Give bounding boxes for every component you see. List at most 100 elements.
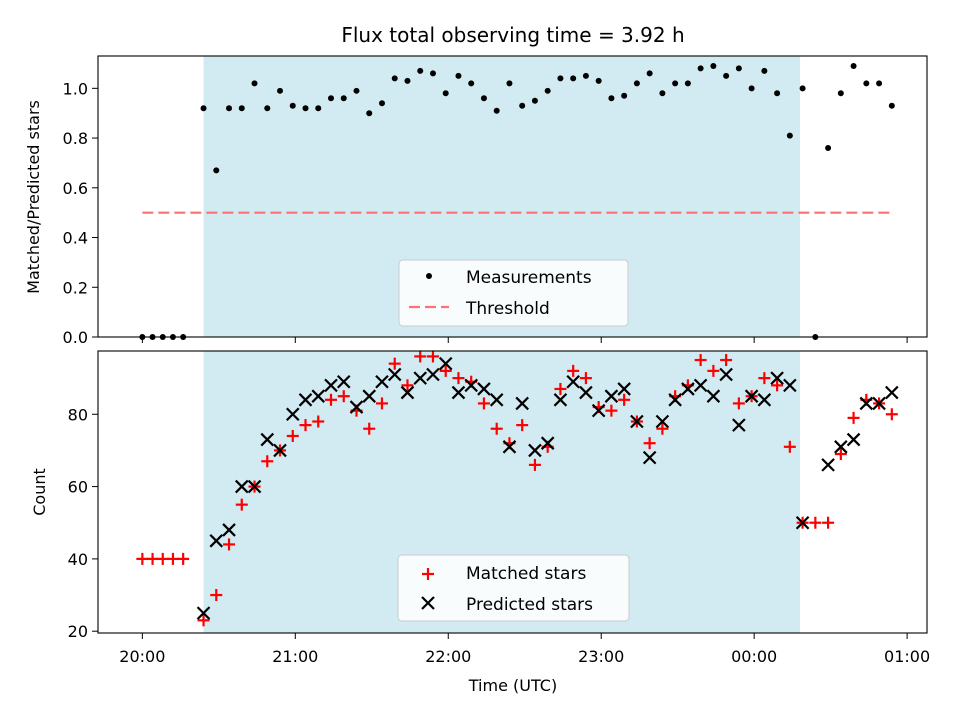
measurement-point: [327, 95, 334, 102]
predicted-star-point: [642, 450, 657, 465]
matched-star-point: [732, 397, 745, 410]
measurement-point: [850, 62, 857, 69]
predicted-star-point: [260, 432, 275, 447]
predicted-star-point: [795, 515, 810, 530]
matched-star-point: [426, 350, 439, 363]
x-tick-label: 21:00: [272, 647, 318, 666]
matched-star-point: [847, 411, 860, 424]
predicted-star-point: [375, 374, 389, 389]
legend-threshold-label: Threshold: [465, 299, 550, 319]
matched-star-point: [375, 397, 388, 410]
predicted-star-point: [706, 389, 721, 403]
predicted-star-point: [400, 385, 415, 400]
legend-matched-label: Matched stars: [466, 564, 586, 584]
legend-matched-marker: [422, 568, 434, 580]
top-y-tick-label: 1.0: [63, 79, 88, 98]
matched-star-point: [156, 552, 169, 565]
predicted-star-point: [885, 385, 899, 400]
bottom-y-tick-label: 60: [68, 478, 88, 497]
measurement-point: [404, 77, 411, 84]
top-legend: Measurements Threshold: [398, 259, 629, 327]
measurement-point: [710, 62, 717, 69]
matched-star-point: [605, 404, 618, 417]
measurement-point: [646, 70, 653, 77]
matched-star-point: [439, 364, 452, 377]
x-tick-label: 01:00: [884, 647, 930, 666]
predicted-star-point: [732, 418, 746, 432]
matched-star-point: [618, 393, 631, 406]
predicted-star-point: [489, 393, 504, 407]
bottom-y-tick-label: 40: [68, 550, 88, 569]
predicted-star-point: [821, 458, 835, 472]
predicted-star-point: [630, 414, 644, 429]
measurement-point: [595, 77, 602, 84]
matched-star-point: [554, 382, 567, 395]
predicted-star-point: [540, 436, 555, 450]
predicted-star-point: [846, 432, 861, 447]
matched-star-point: [414, 350, 427, 363]
matched-star-point: [177, 552, 190, 565]
measurement-point: [633, 80, 640, 87]
predicted-star-point: [324, 378, 338, 393]
predicted-star-point: [464, 378, 478, 393]
measurement-point: [366, 110, 373, 117]
predicted-star-point: [834, 440, 848, 454]
matched-star-point: [210, 589, 223, 602]
measurement-point: [684, 80, 691, 87]
predicted-star-point: [859, 396, 874, 411]
matched-star-point: [579, 372, 592, 385]
measurement-point: [378, 100, 385, 107]
matched-star-point: [337, 390, 350, 403]
top-x-ticks: [141, 337, 908, 343]
measurement-point: [238, 105, 245, 112]
predicted-star-point: [438, 356, 453, 371]
top-y-tick-label: 0.8: [63, 129, 88, 148]
measurement-point: [825, 145, 832, 152]
predicted-star-point: [298, 393, 313, 407]
predicted-star-point: [783, 378, 797, 393]
top-y-tick-label: 0.4: [63, 229, 88, 248]
matched-star-point: [490, 422, 503, 435]
predicted-star-point: [349, 400, 364, 414]
measurement-point: [786, 132, 793, 139]
measurement-point: [672, 80, 679, 87]
measurement-point: [417, 67, 424, 74]
legend-predicted-label: Predicted stars: [466, 595, 593, 615]
measurement-point: [608, 95, 615, 102]
measurement-point: [531, 97, 538, 104]
matched-star-point: [643, 437, 656, 450]
matched-star-point: [401, 379, 414, 392]
legend-measurements-label: Measurements: [466, 268, 592, 288]
bottom-y-tick-label: 80: [68, 405, 88, 424]
matched-star-point: [166, 552, 179, 565]
predicted-star-point: [311, 389, 326, 403]
matched-star-point: [324, 393, 337, 406]
matched-star-point: [885, 408, 898, 421]
measurement-point: [774, 90, 781, 97]
measurement-point: [735, 65, 742, 72]
matched-star-point: [822, 516, 835, 529]
predicted-star-point: [744, 389, 759, 403]
predicted-star-point: [502, 440, 517, 454]
measurement-point: [748, 85, 755, 92]
top-y-tick-label: 0.0: [63, 328, 88, 347]
bottom-legend: Matched stars Predicted stars: [397, 554, 630, 622]
predicted-star-point: [222, 523, 236, 537]
matched-star-point: [783, 440, 796, 453]
predicted-star-point: [617, 382, 631, 396]
bottom-x-ticks: 20:00 21:00 22:00 23:00 00:00 01:00: [119, 633, 930, 666]
measurement-point: [582, 72, 589, 79]
matched-star-point: [299, 419, 312, 432]
predicted-star-point: [693, 378, 708, 393]
measurement-point: [429, 70, 436, 77]
measurement-point: [200, 105, 207, 112]
matched-star-point: [261, 455, 274, 468]
matched-star-point: [809, 516, 822, 529]
matched-star-point: [656, 422, 669, 435]
top-panel: 0.0 0.2 0.4 0.6 0.8 1.0 Matched/Predicted sta…: [24, 55, 928, 347]
matched-star-point: [516, 419, 529, 432]
predicted-star-point: [604, 389, 619, 403]
predicted-star-point: [681, 382, 695, 396]
measurement-point: [837, 90, 844, 97]
